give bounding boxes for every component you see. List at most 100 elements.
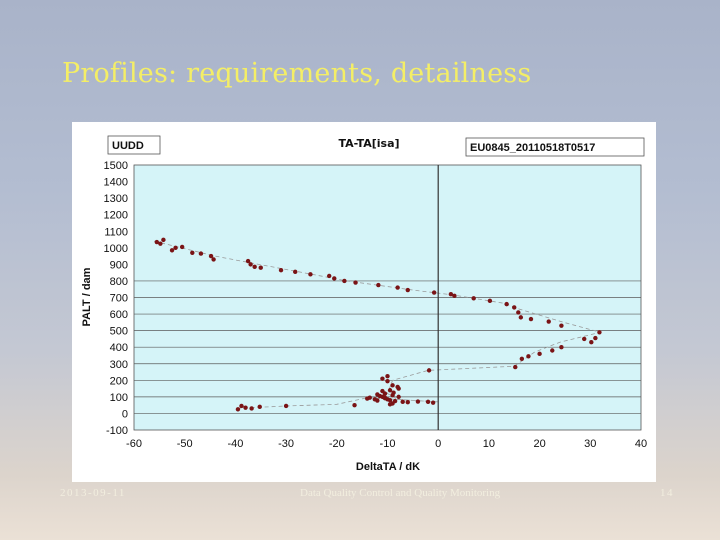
data-point (257, 404, 262, 410)
y-tick-label: 200 (110, 375, 128, 387)
x-tick-label: -40 (227, 438, 243, 450)
y-tick-label: 400 (110, 342, 128, 354)
data-point (504, 301, 509, 307)
data-point (546, 319, 551, 324)
x-tick-label: -60 (126, 438, 142, 450)
data-point (278, 267, 284, 273)
data-point (382, 395, 388, 400)
x-tick-label: 40 (635, 438, 647, 450)
page-number: 14 (660, 487, 674, 499)
data-point (471, 296, 476, 301)
data-point (512, 305, 517, 310)
data-point (415, 399, 421, 404)
tick-labels: -100010020030040050060070080090010001100… (104, 160, 648, 450)
data-point (391, 390, 396, 395)
data-point (235, 407, 241, 412)
y-tick-label: 600 (110, 309, 128, 321)
data-point (550, 348, 555, 353)
data-point (208, 253, 214, 259)
y-axis-label: PALT / dam (81, 267, 93, 326)
x-tick-label: 30 (584, 438, 596, 450)
data-point (518, 315, 524, 320)
data-point (248, 262, 253, 267)
data-point (179, 244, 185, 250)
data-point (385, 378, 390, 384)
y-tick-label: 900 (110, 259, 128, 271)
data-point (365, 396, 370, 401)
data-point (283, 403, 289, 409)
data-point (559, 344, 564, 350)
data-point (425, 399, 431, 405)
profile-chart: -100010020030040050060070080090010001100… (81, 135, 648, 473)
data-point (526, 354, 531, 359)
y-tick-label: 1500 (104, 160, 128, 172)
x-tick-label: -50 (177, 438, 193, 450)
data-point (353, 280, 358, 285)
data-point (342, 278, 347, 284)
data-point (382, 391, 388, 396)
y-tick-label: 1000 (104, 243, 128, 255)
footer-center-text: Data Quality Control and Quality Monitor… (300, 487, 501, 499)
chart-title: TA-TA[isa] (338, 137, 399, 150)
data-point (396, 386, 401, 391)
data-point (173, 245, 178, 251)
x-tick-label: -10 (380, 438, 396, 450)
data-point (377, 393, 383, 399)
flight-label: EU0845_20110518T0517 (470, 142, 595, 154)
data-point (211, 257, 216, 262)
data-point (396, 394, 401, 400)
data-point (154, 239, 160, 245)
y-tick-label: 700 (110, 293, 128, 305)
data-point (513, 364, 518, 370)
data-point (376, 282, 381, 288)
data-point (487, 298, 493, 304)
data-point (448, 291, 454, 297)
x-tick-label: 0 (435, 438, 441, 450)
data-point (405, 399, 410, 405)
data-point (597, 330, 602, 335)
data-point (245, 258, 251, 264)
y-tick-label: 1400 (104, 177, 128, 189)
data-points (154, 237, 602, 412)
footer-date: 2013-09-11 (60, 487, 126, 499)
data-point (198, 251, 204, 256)
data-point (559, 323, 564, 328)
data-point (332, 276, 337, 281)
y-tick-label: 800 (110, 276, 128, 288)
x-axis-label: DeltaTA / dK (356, 461, 420, 473)
x-tick-label: 10 (483, 438, 495, 450)
data-point (239, 403, 244, 409)
data-point (430, 400, 436, 405)
y-tick-label: 500 (110, 326, 128, 338)
data-point (426, 368, 432, 373)
flight-label-box (465, 137, 645, 157)
data-point (252, 264, 257, 270)
data-point (589, 340, 594, 345)
slide-title: Profiles: requirements, detailness (62, 58, 532, 89)
data-point (249, 406, 254, 411)
data-point (158, 241, 163, 246)
y-tick-label: 1100 (104, 226, 128, 238)
y-tick-label: 1200 (104, 210, 128, 222)
y-tick-label: 0 (122, 408, 128, 420)
x-tick-label: -20 (329, 438, 345, 450)
data-point (387, 388, 393, 393)
data-point (293, 269, 298, 275)
data-point (385, 373, 390, 379)
y-tick-label: 300 (110, 359, 128, 371)
data-point (326, 273, 332, 279)
data-point (395, 285, 400, 290)
data-point (537, 351, 542, 357)
data-point (582, 336, 587, 342)
data-point (380, 376, 385, 381)
y-tick-label: -100 (106, 425, 128, 437)
data-point (400, 399, 405, 405)
chart-panel: -100 0 100 200 300 400 500 600 700 800 900 1000 1100… (72, 122, 656, 482)
data-point (452, 293, 457, 299)
data-point (161, 237, 166, 243)
data-point (190, 250, 195, 255)
data-point (390, 383, 395, 388)
data-point (169, 248, 175, 253)
y-tick-label: 1300 (104, 193, 128, 205)
y-tick-label: 100 (110, 392, 128, 404)
